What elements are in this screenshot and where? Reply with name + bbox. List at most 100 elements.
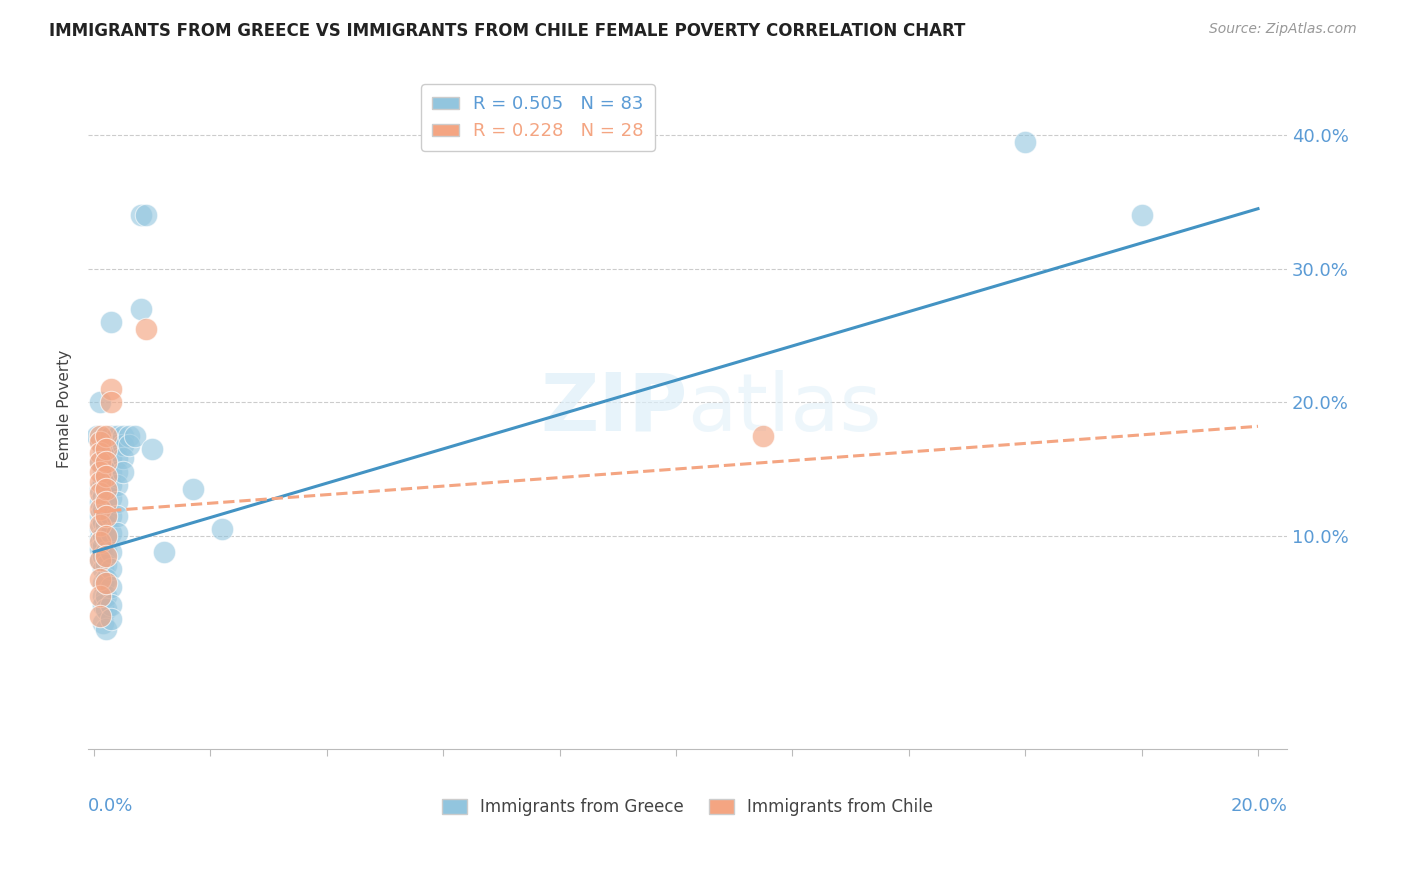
Point <box>105 428 128 442</box>
Point <box>105 465 128 479</box>
Point <box>141 442 163 456</box>
Point <box>1014 135 1036 149</box>
Point <box>89 502 111 516</box>
Point <box>91 475 114 490</box>
Point <box>91 516 114 530</box>
Point <box>100 526 122 541</box>
Point <box>94 518 117 533</box>
Point <box>100 508 122 523</box>
Point <box>89 532 111 546</box>
Point <box>135 208 157 222</box>
Point <box>94 622 117 636</box>
Point <box>89 395 111 409</box>
Y-axis label: Female Poverty: Female Poverty <box>58 350 72 468</box>
Point <box>91 549 114 563</box>
Point <box>89 455 111 469</box>
Point <box>89 572 111 586</box>
Point <box>100 315 122 329</box>
Point <box>100 428 122 442</box>
Point <box>94 589 117 603</box>
Point <box>100 580 122 594</box>
Point <box>100 611 122 625</box>
Point <box>94 451 117 466</box>
Point <box>105 526 128 541</box>
Point <box>211 522 233 536</box>
Point <box>89 542 111 557</box>
Point <box>94 508 117 523</box>
Point <box>91 540 114 554</box>
Point <box>89 428 111 442</box>
Text: Source: ZipAtlas.com: Source: ZipAtlas.com <box>1209 22 1357 37</box>
Point <box>94 438 117 452</box>
Point <box>94 572 117 586</box>
Point <box>91 575 114 590</box>
Point <box>752 428 775 442</box>
Point <box>89 495 111 509</box>
Point <box>94 482 117 496</box>
Point <box>86 428 108 442</box>
Point <box>89 553 111 567</box>
Point <box>105 508 128 523</box>
Point <box>100 491 122 506</box>
Point <box>100 545 122 559</box>
Point <box>94 545 117 559</box>
Point <box>112 438 135 452</box>
Point <box>89 446 111 460</box>
Point <box>100 598 122 612</box>
Point <box>94 575 117 590</box>
Point <box>89 482 111 496</box>
Point <box>100 395 122 409</box>
Text: atlas: atlas <box>688 370 882 448</box>
Point <box>89 508 111 523</box>
Point <box>100 438 122 452</box>
Point <box>89 589 111 603</box>
Point <box>94 442 117 456</box>
Point <box>91 502 114 516</box>
Point <box>112 451 135 466</box>
Point <box>100 562 122 576</box>
Point <box>181 482 204 496</box>
Point <box>91 598 114 612</box>
Point <box>89 553 111 567</box>
Point <box>94 532 117 546</box>
Point <box>129 301 152 316</box>
Point <box>89 435 111 450</box>
Point <box>89 465 111 479</box>
Point <box>100 478 122 492</box>
Point <box>94 549 117 563</box>
Point <box>94 455 117 469</box>
Point <box>1130 208 1153 222</box>
Point <box>94 491 117 506</box>
Point <box>129 208 152 222</box>
Point <box>89 475 111 490</box>
Point <box>94 465 117 479</box>
Point <box>118 428 141 442</box>
Point <box>112 428 135 442</box>
Point <box>94 468 117 483</box>
Point <box>91 562 114 576</box>
Text: 0.0%: 0.0% <box>89 797 134 815</box>
Point <box>100 451 122 466</box>
Point <box>94 478 117 492</box>
Point <box>100 465 122 479</box>
Point <box>89 608 111 623</box>
Point <box>89 522 111 536</box>
Point <box>118 438 141 452</box>
Point <box>91 442 114 456</box>
Point <box>91 462 114 476</box>
Point <box>91 589 114 603</box>
Point <box>112 465 135 479</box>
Text: IMMIGRANTS FROM GREECE VS IMMIGRANTS FROM CHILE FEMALE POVERTY CORRELATION CHART: IMMIGRANTS FROM GREECE VS IMMIGRANTS FRO… <box>49 22 966 40</box>
Point <box>91 489 114 503</box>
Text: 20.0%: 20.0% <box>1230 797 1286 815</box>
Point <box>91 615 114 630</box>
Point <box>94 428 117 442</box>
Point <box>89 486 111 500</box>
Point <box>94 602 117 616</box>
Legend: Immigrants from Greece, Immigrants from Chile: Immigrants from Greece, Immigrants from … <box>436 791 941 822</box>
Point <box>153 545 176 559</box>
Point <box>105 478 128 492</box>
Point <box>105 438 128 452</box>
Point <box>94 558 117 573</box>
Point <box>89 518 111 533</box>
